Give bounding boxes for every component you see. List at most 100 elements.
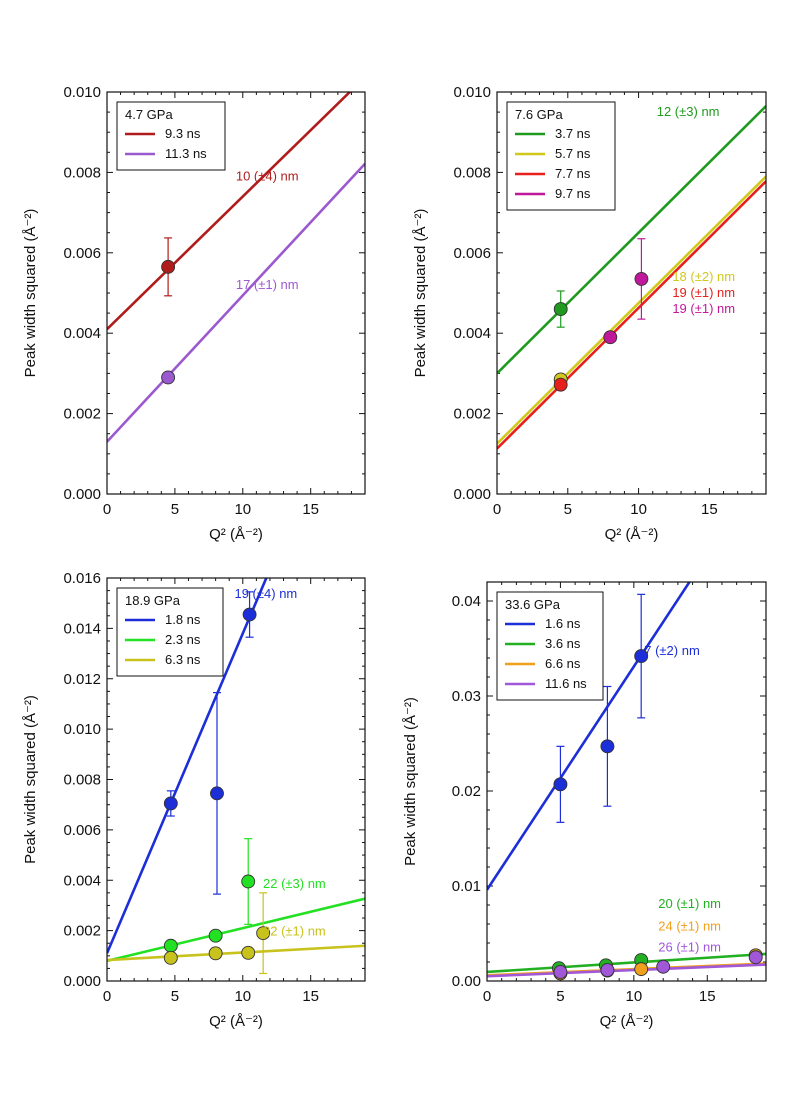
y-tick-label: 0.004 [453,325,491,342]
y-axis-label: Peak width squared (Å⁻²) [402,697,419,866]
legend-label: 9.7 ns [555,186,591,201]
x-tick-label: 0 [103,501,111,518]
annotation-label: 24 (±1) nm [658,919,721,934]
data-point [241,874,256,889]
plot-frame [106,577,366,982]
y-tick-label: 0.004 [63,872,101,889]
y-axis-label: Peak width squared (Å⁻²) [22,695,39,864]
data-point [600,739,615,754]
data-point [634,649,649,664]
fit-line [487,963,766,978]
legend-title: 33.6 GPa [505,597,561,612]
legend: 7.6 GPa 3.7 ns 5.7 ns 7.7 ns 9.7 ns [506,101,616,211]
chart-panel-1: 0.000 0.002 0.004 0.006 0.008 0.010 0 5 10 15 Q² (… [22,84,366,543]
annotation-label: 10 (±4) nm [236,168,299,183]
y-tick-label: 0.002 [63,406,101,423]
y-tick-label: 0.03 [452,688,481,705]
y-tick-label: 0.010 [453,84,491,101]
y-tick-label: 0.016 [63,570,101,587]
legend-label: 3.6 ns [545,636,581,651]
x-tick-label: 5 [171,501,179,518]
y-tick-label: 0.006 [63,245,101,262]
data-point [163,796,178,811]
y-tick-label: 0.012 [63,671,101,688]
x-tick-label: 5 [564,501,572,518]
fit-line [497,175,766,445]
y-tick-label: 0.002 [63,923,101,940]
legend-box [496,591,604,701]
plot-area [497,105,766,450]
data-point [161,259,176,274]
legend-label: 11.6 ns [545,676,587,691]
x-axis-label: Q² (Å⁻²) [209,526,263,543]
annotation-label: 17 (±1) nm [236,277,299,292]
legend-title: 7.6 GPa [515,107,563,122]
chart-panel-3: 0.000 0.002 0.004 0.006 0.008 0.010 0.012 0.014… [22,570,366,1030]
data-point [163,938,178,953]
fit-line [107,92,352,331]
data-point [748,950,763,965]
legend-box [116,101,226,171]
fit-line [107,162,365,443]
y-tick-label: 0.02 [452,783,481,800]
annotation-label: 19 (±1) nm [672,301,735,316]
data-point [208,946,223,961]
fit-line [487,952,766,974]
fit-line [107,578,268,954]
legend-label: 1.8 ns [165,612,201,627]
annotation-label: 7 (±2) nm [644,643,700,658]
x-tick-label: 0 [103,988,111,1005]
plot-area [107,578,365,975]
legend-label: 2.3 ns [165,632,201,647]
y-tick-label: 0.008 [63,772,101,789]
y-tick-label: 0.006 [63,822,101,839]
data-point [163,950,178,965]
data-point [210,786,224,801]
data-point [242,607,257,622]
chart-panel-4: 0.00 0.01 0.02 0.03 0.04 0 5 10 15 Q² (Å⁻²) Peak w… [402,581,767,1030]
x-tick-label: 10 [630,501,647,518]
y-tick-label: 0.002 [453,406,491,423]
y-tick-label: 0.000 [63,973,101,990]
data-point [241,945,256,960]
legend-label: 11.3 ns [165,146,207,161]
legend-label: 6.6 ns [545,656,581,671]
legend-label: 5.7 ns [555,146,591,161]
data-point [553,302,568,317]
y-tick-label: 0.010 [63,84,101,101]
plot-area [487,582,766,981]
legend: 33.6 GPa 1.6 ns 3.6 ns 6.6 ns 11.6 ns [496,591,604,701]
x-tick-label: 15 [302,988,319,1005]
legend-label: 7.7 ns [555,166,591,181]
legend-label: 9.3 ns [165,126,201,141]
plot-frame [486,581,767,982]
legend-box [506,101,616,211]
chart-panel-2: 0.000 0.002 0.004 0.006 0.008 0.010 0 5 10 15 Q² (… [412,84,767,543]
plot-area [107,92,365,443]
x-tick-label: 10 [234,988,251,1005]
x-tick-label: 0 [483,988,491,1005]
x-tick-label: 15 [701,501,718,518]
y-tick-label: 0.004 [63,325,101,342]
data-point [603,330,618,345]
legend-label: 6.3 ns [165,652,201,667]
data-point [634,271,649,286]
annotation-label: 18 (±2) nm [672,269,735,284]
legend-label: 3.7 ns [555,126,591,141]
legend-title: 18.9 GPa [125,593,181,608]
legend-box [116,587,224,677]
legend-title: 4.7 GPa [125,107,173,122]
y-tick-label: 0.000 [63,486,101,503]
y-tick-label: 0.014 [63,620,101,637]
plot-frame [106,91,366,495]
fit-line [107,897,365,963]
y-tick-label: 0.000 [453,486,491,503]
data-point [656,959,671,974]
y-tick-label: 0.008 [63,164,101,181]
fit-line [497,105,766,375]
legend-label: 1.6 ns [545,616,581,631]
fit-line [107,944,365,962]
x-tick-label: 5 [556,988,564,1005]
y-tick-label: 0.008 [453,164,491,181]
x-tick-label: 10 [234,501,251,518]
